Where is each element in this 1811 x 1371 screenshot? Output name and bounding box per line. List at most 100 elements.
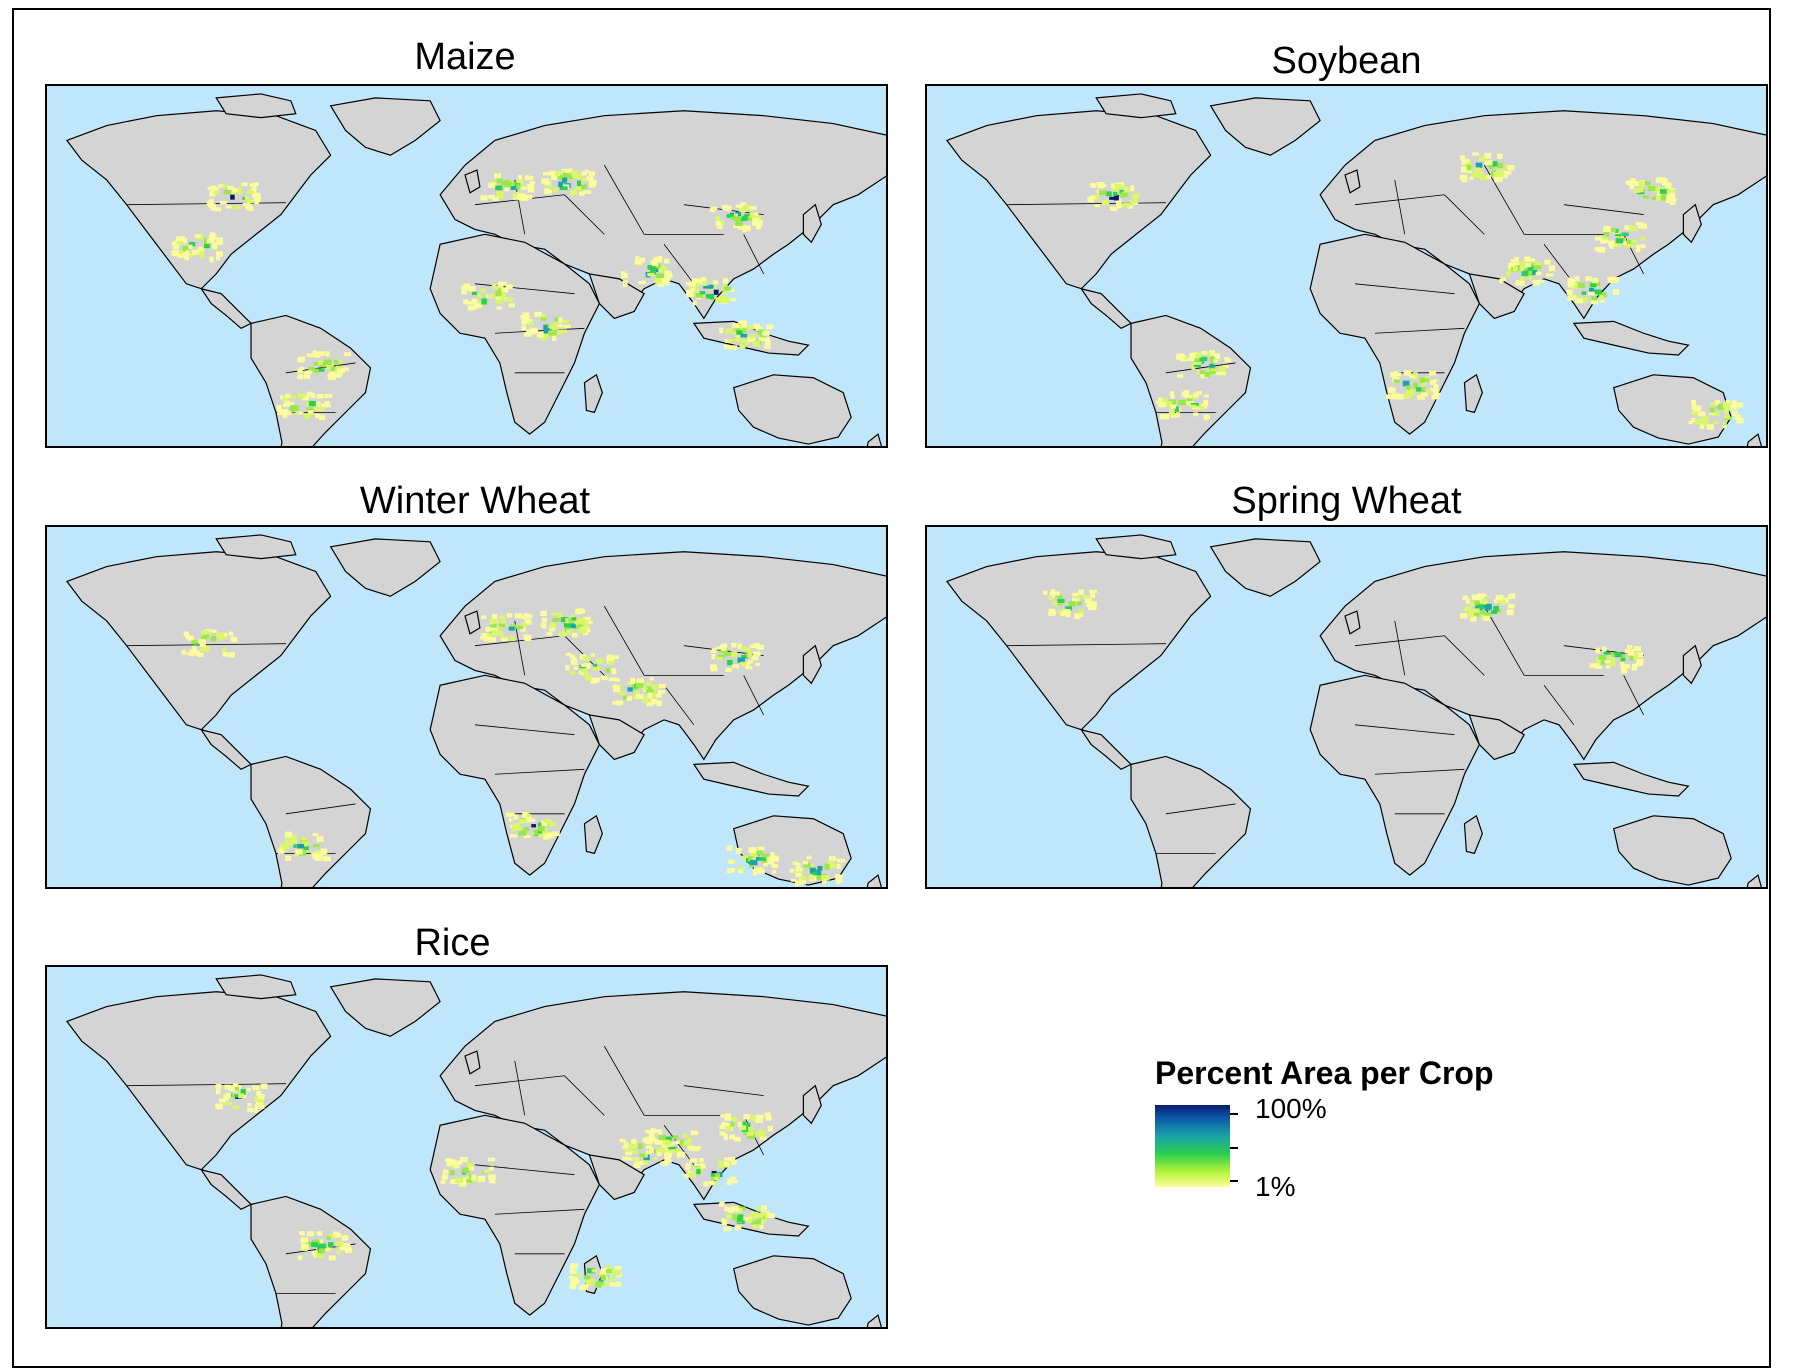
country-border xyxy=(1374,768,1465,775)
world-map xyxy=(925,84,1768,448)
country-border xyxy=(603,1045,645,1116)
country-border xyxy=(1623,675,1644,716)
landmass-central-america xyxy=(199,728,253,771)
country-border xyxy=(1394,179,1406,235)
legend-max-label: 100% xyxy=(1255,1093,1327,1124)
crop-region-russia-kazakhstan xyxy=(1459,593,1516,622)
crop-region-us-midwest xyxy=(206,182,261,212)
country-border xyxy=(1543,685,1575,726)
panel-title: Spring Wheat xyxy=(1231,480,1462,522)
country-border xyxy=(1483,605,1525,676)
map-canvas xyxy=(927,86,1766,446)
legend-title: Percent Area per Crop xyxy=(1155,1055,1494,1091)
panel-title: Rice xyxy=(414,922,491,964)
landmass-indonesia xyxy=(692,761,810,797)
landmass-new-zealand xyxy=(1746,433,1762,446)
crop-region-brazil xyxy=(1175,350,1232,379)
country-border xyxy=(663,685,695,726)
legend-color-ramp xyxy=(1155,1105,1230,1187)
crop-region-europe xyxy=(480,173,536,202)
country-border xyxy=(474,724,575,736)
country-border xyxy=(514,620,526,676)
landmass-south-america xyxy=(1130,314,1252,446)
crop-region-brazil xyxy=(297,1231,353,1261)
legend-tick-bottom xyxy=(1230,1180,1238,1182)
country-border xyxy=(1444,635,1485,676)
country-border xyxy=(494,327,585,334)
landmass-new-zealand xyxy=(1746,874,1762,887)
panel-title: Soybean xyxy=(1271,40,1422,82)
crop-region-china-north xyxy=(710,642,764,672)
landmass-eurasia xyxy=(1319,551,1766,761)
crop-region-southeast-asia xyxy=(1566,276,1620,305)
landmass-canadian-arctic xyxy=(215,93,297,119)
landmass-japan xyxy=(802,644,822,685)
crop-region-southern-africa xyxy=(505,812,560,840)
crop-region-southern-africa xyxy=(1386,370,1441,400)
crop-region-ukraine-russia xyxy=(541,168,597,196)
crop-region-southeast-australia xyxy=(789,855,845,887)
landmass-canadian-arctic xyxy=(215,534,297,560)
landmass-greenland xyxy=(329,978,441,1037)
landmass-british-isles xyxy=(464,1050,481,1075)
legend-tick-top xyxy=(1230,1113,1238,1115)
country-border xyxy=(743,675,764,716)
crop-region-mexico xyxy=(171,232,223,263)
landmass-british-isles xyxy=(1344,169,1361,194)
landmass-arabia xyxy=(588,714,645,761)
country-border xyxy=(474,1164,575,1176)
landmass-british-isles xyxy=(464,610,481,635)
landmass-australia xyxy=(733,1255,852,1326)
country-border xyxy=(126,202,286,206)
landmass-south-america xyxy=(1130,755,1252,887)
panel-title: Maize xyxy=(414,36,516,78)
legend: Percent Area per Crop 100% 1% xyxy=(1155,1055,1575,1215)
crop-region-east-australia xyxy=(1688,399,1744,430)
country-border xyxy=(1543,244,1575,285)
crop-region-argentina xyxy=(278,831,331,862)
crop-region-ukraine-russia xyxy=(540,608,593,638)
country-border xyxy=(1354,635,1445,647)
map-canvas xyxy=(47,967,886,1327)
country-border xyxy=(285,803,356,815)
landmass-arabia xyxy=(588,1154,645,1201)
country-border xyxy=(663,244,695,285)
crop-region-southeast-asia xyxy=(685,276,737,306)
country-border xyxy=(494,768,585,775)
landmass-australia xyxy=(1613,815,1732,886)
country-border xyxy=(683,1085,764,1096)
crop-region-china-north xyxy=(709,202,763,232)
crop-region-china-northeast xyxy=(1625,177,1677,206)
landmass-japan xyxy=(802,1084,822,1125)
country-border xyxy=(1354,724,1455,736)
country-border xyxy=(564,1075,605,1116)
landmass-eurasia xyxy=(439,551,886,761)
crop-region-russia-kazakhstan xyxy=(1459,152,1515,183)
country-border xyxy=(1006,202,1166,206)
country-border xyxy=(1006,643,1166,647)
crop-region-east-africa xyxy=(520,311,571,341)
landmass-arabia xyxy=(1468,714,1525,761)
country-border xyxy=(1354,194,1445,206)
crop-region-canada-prairies xyxy=(1043,589,1098,620)
crop-region-brazil xyxy=(297,350,352,380)
landmass-new-zealand xyxy=(866,874,882,887)
world-map xyxy=(45,965,888,1329)
country-border xyxy=(743,234,764,275)
map-canvas xyxy=(47,527,886,887)
landmass-australia xyxy=(733,374,852,445)
crop-region-china-south xyxy=(719,1112,773,1142)
country-border xyxy=(1444,194,1485,235)
landmass-central-america xyxy=(1079,287,1133,330)
landmass-japan xyxy=(1682,203,1702,244)
country-border xyxy=(603,605,645,676)
landmass-africa xyxy=(1309,233,1481,435)
country-border xyxy=(1165,362,1236,374)
landmass-central-america xyxy=(199,287,253,330)
world-map xyxy=(925,525,1768,889)
crop-region-india xyxy=(620,256,673,287)
country-border xyxy=(1563,204,1644,215)
crop-region-southeast-asia xyxy=(684,1157,738,1187)
landmass-japan xyxy=(802,203,822,244)
crop-region-china-north xyxy=(1589,644,1644,674)
